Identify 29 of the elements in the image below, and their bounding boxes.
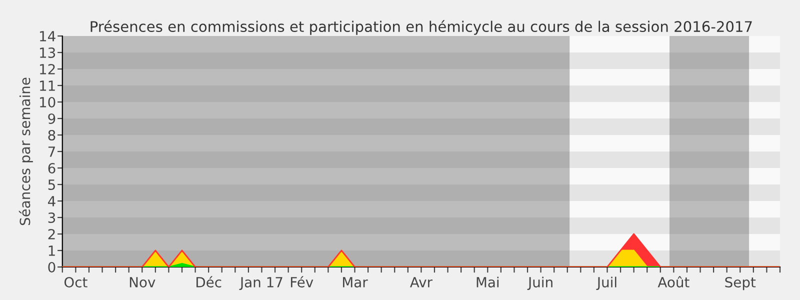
x-tick-label: Août: [658, 276, 690, 288]
x-tick-label: Avr: [410, 277, 433, 288]
x-tick-label: Juil: [596, 276, 616, 290]
x-tick-label: Juin: [527, 276, 552, 290]
y-tick-label: 14: [40, 31, 56, 42]
y-tick-label: 7: [48, 146, 55, 157]
y-tick-label: 0: [48, 262, 56, 272]
y-tick-label: 5: [48, 180, 55, 190]
y-tick-label: 1: [48, 246, 55, 256]
y-tick-label: 4: [48, 196, 56, 206]
y-tick-label: 6: [48, 162, 56, 174]
y-tick-label: 12: [40, 64, 55, 74]
x-tick-label: Fév: [290, 276, 314, 288]
y-tick-label: 11: [40, 80, 55, 91]
y-tick-label: 13: [40, 47, 56, 58]
y-tick-label: 8: [48, 130, 56, 140]
y-tick-label: 2: [48, 228, 55, 240]
x-tick-label: Déc: [196, 276, 222, 288]
x-tick-label: Sept: [725, 276, 756, 290]
y-tick-label: 3: [48, 212, 56, 223]
y-axis-title: Séances par semaine: [18, 78, 33, 226]
x-tick-label: Oct: [64, 276, 88, 288]
x-tick-label: Jan 17: [239, 277, 282, 290]
x-tick-label: Nov: [130, 277, 156, 288]
x-tick-label: Mai: [476, 276, 499, 288]
y-tick-label: 9: [48, 113, 56, 124]
y-tick-label: 10: [40, 96, 56, 108]
chart-title: Présences en commissions et participation en hémicycle au cours de la session 2016-2017: [90, 20, 752, 35]
x-tick-label: Mar: [343, 277, 368, 288]
